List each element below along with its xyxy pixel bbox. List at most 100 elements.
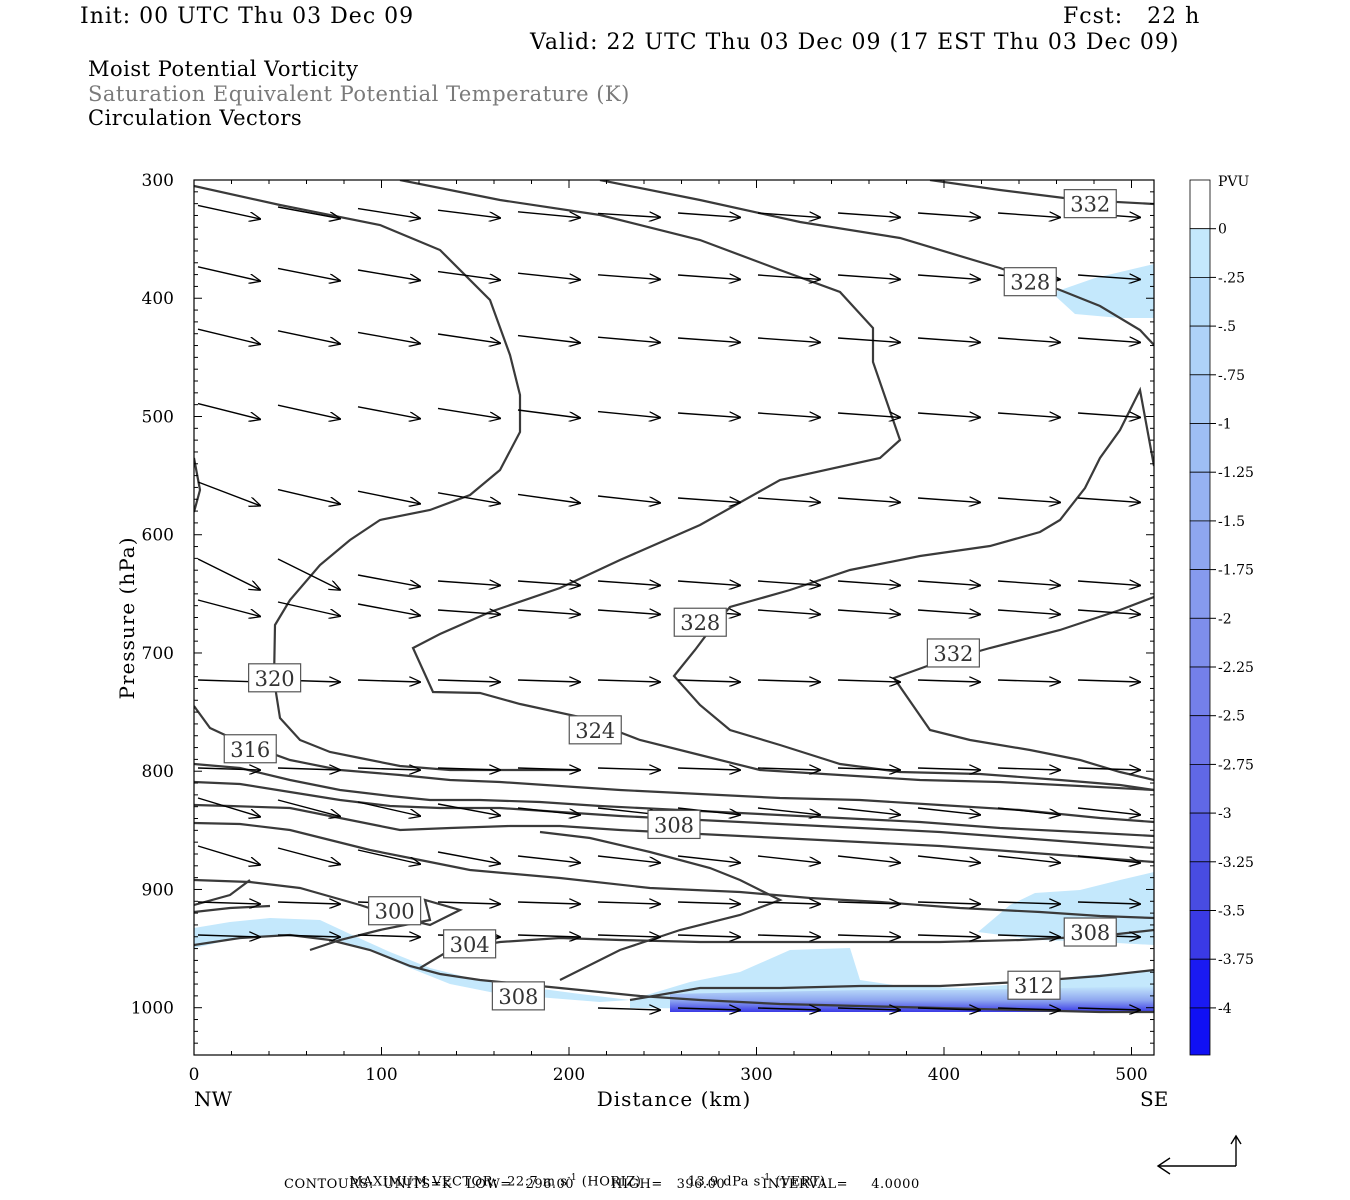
vector-arrow: [277, 488, 340, 504]
vector-arrow: [517, 272, 580, 280]
vector-arrow: [997, 581, 1060, 585]
contour-line: [194, 184, 580, 772]
vector-arrow: [197, 328, 260, 344]
vector-arrow: [277, 601, 340, 616]
vector-arrow: [997, 768, 1060, 770]
contour-label: 328: [673, 607, 727, 637]
contour-label-text: 308: [654, 813, 694, 837]
colorbar-label: -1.5: [1218, 514, 1245, 530]
vector-arrow: [837, 680, 900, 682]
contour-line: [194, 904, 271, 914]
footer-max-vector: MAXIMUM VECTOR: 22.7 m s-1 (HORIZ) 13.9 …: [340, 1158, 826, 1189]
contour-label: 332: [926, 638, 980, 668]
vector-arrow: [997, 807, 1060, 815]
vector-arrow: [357, 207, 420, 219]
colorbar-label: -3.5: [1218, 904, 1245, 920]
vector-arrow: [757, 610, 820, 614]
vector-arrow: [597, 935, 660, 937]
field-title-mpv: Moist Potential Vorticity: [88, 57, 359, 81]
vector-arrow: [997, 1008, 1060, 1010]
contour-label-text: 324: [575, 719, 615, 743]
vector-arrow: [1077, 498, 1140, 502]
vector-arrow: [357, 331, 420, 343]
y-tick-label: 500: [142, 407, 174, 427]
vector-arrow: [917, 807, 980, 815]
colorbar-label: -2.75: [1218, 757, 1254, 773]
vector-arrow: [837, 855, 900, 863]
x-tick-label: 500: [1115, 1065, 1147, 1085]
colorbar-swatch: [1189, 276, 1211, 327]
vector-arrow: [597, 275, 660, 280]
vector-arrow: [917, 680, 980, 682]
vector-arrow: [517, 581, 580, 585]
vector-arrow: [357, 935, 420, 937]
field-title-vectors: Circulation Vectors: [88, 106, 303, 130]
contour-label-text: 328: [680, 611, 720, 635]
contour-line: [194, 705, 1154, 824]
vector-arrow: [357, 680, 420, 682]
vector-arrow: [1077, 1008, 1140, 1010]
contour-label: 304: [443, 929, 497, 959]
vector-arrow: [197, 481, 260, 506]
colorbar-label: -1.25: [1218, 465, 1254, 481]
colorbar-swatch: [1189, 666, 1211, 717]
vector-arrow: [277, 902, 340, 904]
max-vector-horiz-tag: (HORIZ): [581, 1174, 642, 1190]
vector-arrow: [437, 581, 500, 585]
colorbar-swatch: [1189, 179, 1211, 230]
colorbar-label: -3.75: [1218, 952, 1254, 968]
y-tick-label: 600: [142, 526, 174, 546]
vector-arrow: [1077, 275, 1140, 279]
vector-arrow: [677, 498, 740, 502]
vector-arrow: [357, 801, 420, 816]
vector-arrow: [1077, 807, 1140, 815]
vector-arrow: [837, 935, 900, 937]
vector-arrow: [837, 610, 900, 614]
vector-arrow: [277, 768, 340, 770]
vector-arrow: [437, 333, 500, 343]
colorbar-swatch: [1189, 471, 1211, 522]
vector-arrow: [517, 680, 580, 682]
vector-arrow: [677, 902, 740, 904]
vector-arrow: [917, 213, 980, 217]
vector-arrow: [677, 680, 740, 682]
vector-arrow: [837, 1008, 900, 1010]
vector-arrow: [837, 338, 900, 342]
vector-arrow: [997, 498, 1060, 502]
vector-arrow: [757, 581, 820, 585]
contour-label: 320: [248, 663, 302, 693]
horiz-exponent: -1: [567, 1173, 578, 1183]
vector-arrow: [757, 413, 820, 417]
vector-arrow: [357, 849, 420, 864]
vector-arrow: [677, 413, 740, 417]
vector-arrow: [917, 768, 980, 770]
vector-arrow: [837, 275, 900, 279]
x-tick-label: 100: [365, 1065, 397, 1085]
colorbar-swatch: [1189, 520, 1211, 571]
contour-line: [194, 780, 1154, 850]
vector-arrow: [757, 1008, 820, 1010]
vector-arrow: [517, 409, 580, 418]
vector-arrow: [597, 902, 660, 904]
vector-arrow: [197, 204, 260, 219]
colorbar-swatch: [1189, 228, 1211, 278]
contour-label-text: 328: [1010, 271, 1050, 295]
init-time: Init: 00 UTC Thu 03 Dec 09: [80, 4, 415, 29]
contour-line: [194, 457, 202, 513]
vector-arrow: [517, 211, 580, 218]
vector-arrow: [757, 902, 820, 904]
vector-arrow: [277, 935, 340, 937]
x-end-left: NW: [194, 1087, 233, 1111]
vector-arrow: [437, 492, 500, 504]
contour-label-text: 308: [498, 985, 538, 1009]
vector-arrow: [277, 206, 340, 219]
valid-time: Valid: 22 UTC Thu 03 Dec 09 (17 EST Thu …: [530, 30, 1180, 55]
vector-arrow: [517, 807, 580, 815]
footer-contours: CONTOURS: UNITS=K LOW= 296.00 HIGH= 396.…: [284, 1177, 920, 1192]
colorbar-label: -.75: [1218, 368, 1245, 384]
vector-arrow: [597, 768, 660, 770]
colorbar-label: -1.75: [1218, 563, 1254, 579]
vector-arrow: [197, 935, 260, 937]
vector-arrow: [757, 680, 820, 682]
